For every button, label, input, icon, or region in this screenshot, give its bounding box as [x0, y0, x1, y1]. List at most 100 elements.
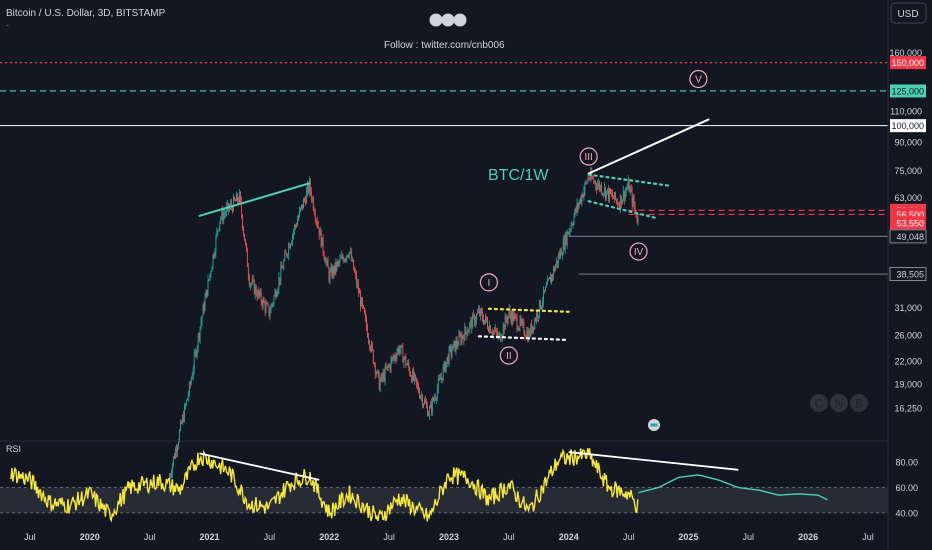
- candle-body[interactable]: [596, 185, 598, 190]
- candle-body[interactable]: [524, 334, 526, 337]
- candle-body[interactable]: [262, 299, 264, 307]
- candle-body[interactable]: [519, 318, 521, 329]
- candle-body[interactable]: [327, 260, 329, 269]
- candle-body[interactable]: [386, 365, 388, 369]
- candle-body[interactable]: [498, 333, 500, 335]
- candle-body[interactable]: [239, 192, 240, 203]
- candle-body[interactable]: [355, 272, 357, 275]
- candle-body[interactable]: [270, 305, 272, 313]
- candle-body[interactable]: [538, 315, 540, 318]
- candle-body[interactable]: [591, 171, 593, 179]
- candle-body[interactable]: [281, 266, 283, 269]
- candle-body[interactable]: [211, 267, 213, 272]
- candle-body[interactable]: [440, 377, 442, 380]
- candle-body[interactable]: [542, 302, 543, 307]
- candle-body[interactable]: [401, 345, 403, 348]
- candle-body[interactable]: [434, 398, 436, 400]
- candle-body[interactable]: [350, 251, 352, 253]
- candle-body[interactable]: [276, 293, 278, 298]
- candle-body[interactable]: [574, 208, 576, 216]
- candle-body[interactable]: [395, 357, 397, 359]
- candle-body[interactable]: [589, 178, 591, 180]
- candle-body[interactable]: [600, 185, 602, 190]
- candle-body[interactable]: [544, 289, 545, 292]
- candle-body[interactable]: [237, 194, 238, 202]
- candle-body[interactable]: [279, 277, 281, 282]
- candle-body[interactable]: [172, 464, 173, 474]
- candle-body[interactable]: [497, 334, 499, 337]
- candle-body[interactable]: [602, 193, 604, 195]
- candle-body[interactable]: [213, 254, 215, 257]
- trendline[interactable]: [487, 307, 570, 313]
- candle-body[interactable]: [263, 299, 265, 303]
- candle-body[interactable]: [472, 314, 474, 329]
- candle-body[interactable]: [425, 400, 426, 403]
- candle-body[interactable]: [264, 302, 266, 311]
- candle-body[interactable]: [284, 252, 286, 261]
- candle-body[interactable]: [293, 231, 295, 235]
- candle-body[interactable]: [326, 260, 328, 261]
- candle-body[interactable]: [289, 244, 291, 248]
- candle-body[interactable]: [392, 357, 394, 359]
- candle-body[interactable]: [438, 378, 440, 380]
- candle-body[interactable]: [456, 340, 458, 346]
- candle-body[interactable]: [349, 251, 351, 257]
- candle-body[interactable]: [558, 255, 560, 258]
- candle-body[interactable]: [624, 191, 626, 200]
- candle-body[interactable]: [494, 329, 496, 332]
- candle-body[interactable]: [261, 301, 263, 307]
- candle-body[interactable]: [416, 377, 418, 384]
- candle-body[interactable]: [187, 394, 189, 399]
- candle-body[interactable]: [236, 194, 237, 202]
- trendline[interactable]: [198, 182, 311, 217]
- candle-body[interactable]: [621, 199, 623, 205]
- candle-body[interactable]: [605, 187, 606, 199]
- candle-body[interactable]: [300, 207, 301, 210]
- candle-body[interactable]: [380, 374, 382, 381]
- candle-body[interactable]: [396, 352, 398, 359]
- candle-body[interactable]: [203, 305, 205, 311]
- candle-body[interactable]: [548, 279, 549, 280]
- candle-body[interactable]: [603, 193, 604, 195]
- candle-body[interactable]: [358, 283, 359, 294]
- candle-body[interactable]: [467, 331, 469, 336]
- candle-body[interactable]: [588, 178, 590, 180]
- candle-body[interactable]: [342, 255, 344, 259]
- candle-body[interactable]: [307, 184, 309, 193]
- candle-body[interactable]: [273, 296, 275, 304]
- level-badge[interactable]: [890, 56, 926, 70]
- candle-body[interactable]: [179, 430, 180, 442]
- candle-body[interactable]: [268, 305, 270, 316]
- candle-body[interactable]: [250, 283, 252, 285]
- candle-body[interactable]: [241, 201, 242, 216]
- candle-body[interactable]: [481, 309, 482, 313]
- candle-body[interactable]: [169, 476, 171, 477]
- candle-body[interactable]: [616, 200, 618, 205]
- candle-body[interactable]: [391, 357, 393, 360]
- candle-body[interactable]: [344, 259, 346, 262]
- candle-body[interactable]: [196, 347, 198, 356]
- candle-body[interactable]: [353, 259, 355, 270]
- candle-body[interactable]: [577, 203, 579, 208]
- candle-body[interactable]: [412, 370, 414, 382]
- candle-body[interactable]: [219, 221, 221, 229]
- candle-body[interactable]: [208, 279, 210, 280]
- candle-body[interactable]: [612, 193, 613, 198]
- candle-body[interactable]: [457, 345, 459, 346]
- candle-body[interactable]: [422, 396, 423, 406]
- candle-body[interactable]: [218, 228, 220, 231]
- candle-body[interactable]: [634, 205, 636, 210]
- candle-body[interactable]: [280, 266, 282, 282]
- candle-body[interactable]: [198, 334, 200, 339]
- candle-body[interactable]: [394, 355, 396, 358]
- candle-body[interactable]: [285, 252, 287, 254]
- candle-body[interactable]: [619, 195, 621, 209]
- candle-body[interactable]: [185, 400, 187, 406]
- candle-body[interactable]: [190, 378, 192, 384]
- candle-body[interactable]: [475, 320, 477, 324]
- candle-body[interactable]: [518, 328, 520, 330]
- candle-body[interactable]: [579, 198, 581, 203]
- candle-body[interactable]: [492, 330, 494, 335]
- candle-body[interactable]: [242, 215, 243, 229]
